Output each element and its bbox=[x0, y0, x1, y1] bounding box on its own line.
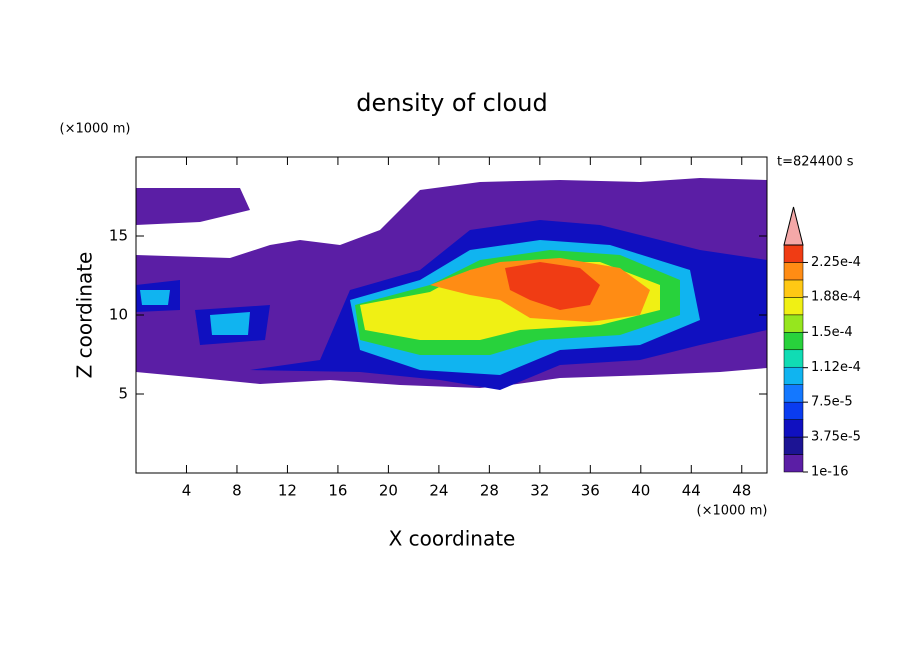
colorbar-band bbox=[783, 297, 804, 316]
x-tick-label: 16 bbox=[328, 482, 347, 500]
colorbar-band bbox=[783, 384, 804, 403]
colorbar-label: 1.5e-4 bbox=[811, 325, 853, 340]
colorbar-label: 3.75e-5 bbox=[811, 430, 861, 445]
x-tick-label: 48 bbox=[732, 482, 751, 500]
x-tick-label: 12 bbox=[278, 482, 297, 500]
y-unit: (×1000 m) bbox=[60, 122, 131, 137]
time-annotation: t=824400 s bbox=[777, 155, 854, 170]
colorbar-label: 1.88e-4 bbox=[811, 289, 861, 304]
x-axis-label: X coordinate bbox=[389, 527, 516, 551]
colorbar-band bbox=[783, 332, 804, 351]
x-tick-label: 8 bbox=[232, 482, 242, 500]
colorbar-band bbox=[783, 314, 804, 333]
y-tick-label: 15 bbox=[109, 227, 128, 245]
y-tick-label: 10 bbox=[109, 306, 128, 324]
colorbar-band bbox=[783, 419, 804, 438]
y-tick-label: 5 bbox=[118, 385, 128, 403]
colorbar-band bbox=[783, 454, 804, 473]
colorbar-label: 2.25e-4 bbox=[811, 255, 861, 270]
colorbar-band bbox=[783, 244, 804, 263]
y-axis-label: Z coordinate bbox=[73, 252, 97, 379]
field-layer bbox=[505, 262, 600, 310]
colorbar-band bbox=[783, 279, 804, 298]
colorbar-extend bbox=[783, 206, 804, 246]
x-tick-label: 24 bbox=[429, 482, 448, 500]
colorbar-band bbox=[783, 401, 804, 420]
x-tick-label: 32 bbox=[530, 482, 549, 500]
contour-field bbox=[136, 178, 767, 390]
x-tick-label: 28 bbox=[480, 482, 499, 500]
x-tick-label: 44 bbox=[682, 482, 701, 500]
x-tick-label: 36 bbox=[581, 482, 600, 500]
colorbar-band bbox=[783, 436, 804, 455]
colorbar-band bbox=[783, 349, 804, 368]
x-tick-label: 4 bbox=[182, 482, 192, 500]
x-tick-label: 20 bbox=[379, 482, 398, 500]
colorbar-band bbox=[783, 262, 804, 281]
colorbar-band bbox=[783, 366, 804, 385]
colorbar-label: 7.5e-5 bbox=[811, 395, 853, 410]
chart-title: density of cloud bbox=[356, 89, 547, 117]
colorbar-label: 1.12e-4 bbox=[811, 360, 861, 375]
x-unit: (×1000 m) bbox=[697, 504, 768, 519]
colorbar-label: 1e-16 bbox=[811, 465, 849, 480]
x-tick-label: 40 bbox=[631, 482, 650, 500]
